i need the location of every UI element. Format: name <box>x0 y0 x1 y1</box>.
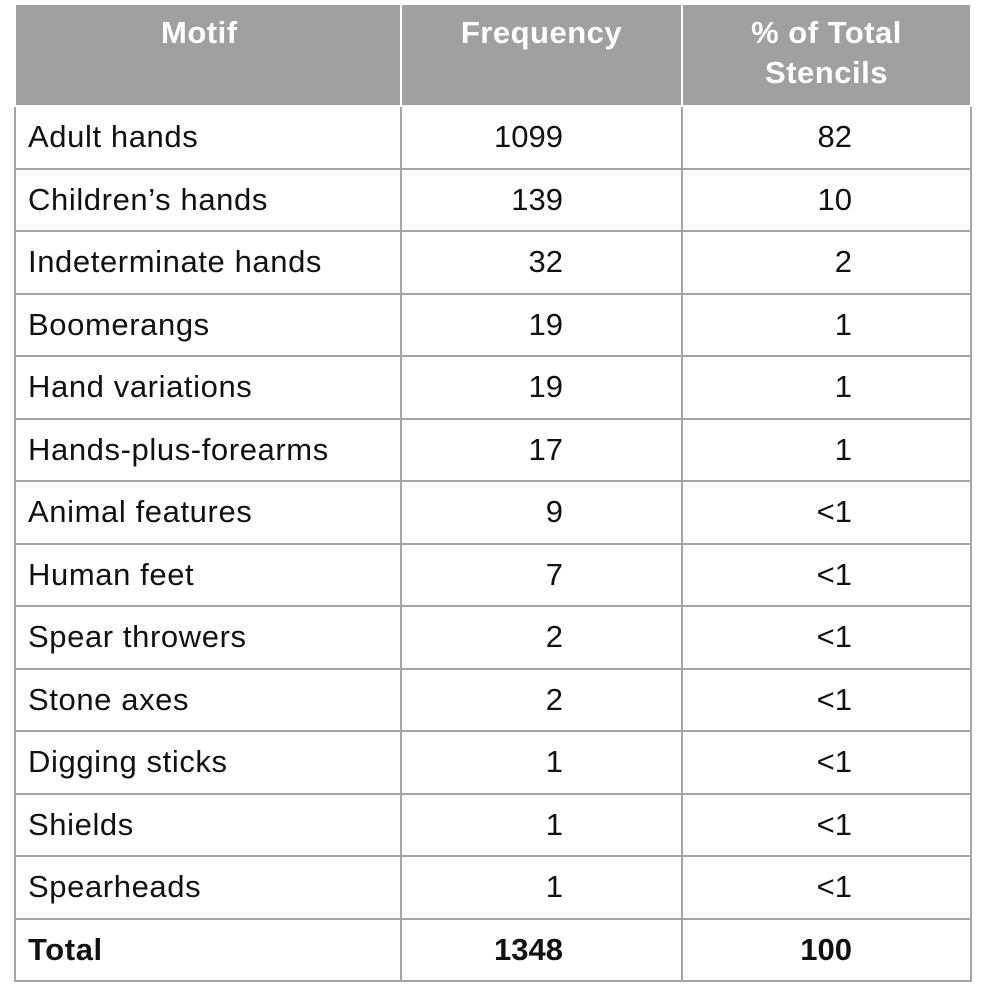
percent-cell: 10 <box>681 167 972 232</box>
table-row: Hands-plus-forearms 17 1 <box>14 417 972 482</box>
header-percent: % of Total Stencils <box>681 3 972 107</box>
motif-cell: Spear throwers <box>14 605 402 670</box>
frequency-cell: 7 <box>400 542 683 607</box>
frequency-cell: 1 <box>400 792 683 857</box>
motif-cell: Stone axes <box>14 667 402 732</box>
frequency-cell: 2 <box>400 605 683 670</box>
percent-cell: <1 <box>681 667 972 732</box>
frequency-cell: 19 <box>400 355 683 420</box>
motif-cell: Hands-plus-forearms <box>14 417 402 482</box>
table-row: Animal features 9 <1 <box>14 480 972 545</box>
frequency-cell: 19 <box>400 292 683 357</box>
table-row: Children’s hands 139 10 <box>14 167 972 232</box>
total-frequency: 1348 <box>400 917 683 982</box>
total-label: Total <box>14 917 402 982</box>
total-percent: 100 <box>681 917 972 982</box>
frequency-cell: 17 <box>400 417 683 482</box>
motif-cell: Human feet <box>14 542 402 607</box>
header-motif: Motif <box>14 3 402 107</box>
motif-cell: Adult hands <box>14 105 402 170</box>
percent-cell: 2 <box>681 230 972 295</box>
table-row: Adult hands 1099 82 <box>14 105 972 170</box>
header-frequency: Frequency <box>400 3 683 107</box>
frequency-cell: 139 <box>400 167 683 232</box>
motif-cell: Shields <box>14 792 402 857</box>
frequency-cell: 1 <box>400 855 683 920</box>
percent-cell: <1 <box>681 480 972 545</box>
percent-cell: 1 <box>681 355 972 420</box>
table-header: Motif Frequency % of Total Stencils <box>14 3 972 107</box>
table-row: Spearheads 1 <1 <box>14 855 972 920</box>
table-row: Shields 1 <1 <box>14 792 972 857</box>
table-row: Spear throwers 2 <1 <box>14 605 972 670</box>
frequency-cell: 2 <box>400 667 683 732</box>
frequency-cell: 1 <box>400 730 683 795</box>
table-row: Stone axes 2 <1 <box>14 667 972 732</box>
motif-cell: Spearheads <box>14 855 402 920</box>
frequency-cell: 9 <box>400 480 683 545</box>
percent-cell: 82 <box>681 105 972 170</box>
total-row: Total 1348 100 <box>14 917 972 982</box>
motif-cell: Hand variations <box>14 355 402 420</box>
motif-cell: Indeterminate hands <box>14 230 402 295</box>
stencil-frequency-table: Motif Frequency % of Total Stencils Adul… <box>14 3 972 982</box>
percent-cell: 1 <box>681 417 972 482</box>
table-row: Indeterminate hands 32 2 <box>14 230 972 295</box>
frequency-cell: 1099 <box>400 105 683 170</box>
header-row: Motif Frequency % of Total Stencils <box>14 3 972 107</box>
percent-cell: <1 <box>681 605 972 670</box>
table-row: Boomerangs 19 1 <box>14 292 972 357</box>
percent-cell: <1 <box>681 730 972 795</box>
motif-cell: Boomerangs <box>14 292 402 357</box>
percent-cell: <1 <box>681 542 972 607</box>
motif-cell: Children’s hands <box>14 167 402 232</box>
percent-cell: 1 <box>681 292 972 357</box>
table-row: Hand variations 19 1 <box>14 355 972 420</box>
table-row: Digging sticks 1 <1 <box>14 730 972 795</box>
percent-cell: <1 <box>681 855 972 920</box>
percent-cell: <1 <box>681 792 972 857</box>
frequency-cell: 32 <box>400 230 683 295</box>
table-row: Human feet 7 <1 <box>14 542 972 607</box>
motif-cell: Digging sticks <box>14 730 402 795</box>
motif-cell: Animal features <box>14 480 402 545</box>
table-body: Adult hands 1099 82 Children’s hands 139 10 In… <box>14 105 972 982</box>
